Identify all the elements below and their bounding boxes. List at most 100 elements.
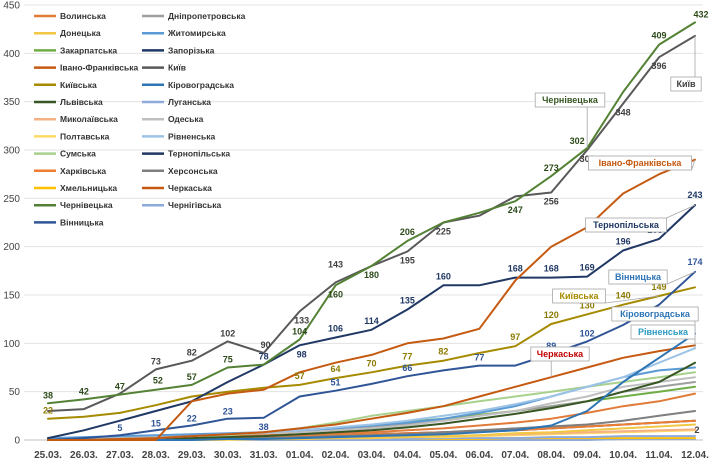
y-tick-label: 350 [3, 97, 20, 108]
x-tick-label: 05.04. [429, 450, 457, 461]
data-label: 180 [364, 270, 379, 280]
legend: Волинська Дніпропетровська Донецька Житомир… [34, 11, 246, 227]
data-label: 23 [223, 407, 233, 417]
y-tick-label: 200 [3, 242, 20, 253]
x-tick-label: 02.04. [322, 450, 350, 461]
data-label: 2 [694, 425, 699, 435]
callout-box [585, 217, 667, 233]
y-tick-label: 250 [3, 194, 20, 205]
callout-leader [605, 295, 660, 304]
data-label: 102 [220, 328, 235, 338]
x-tick-label: 11.04. [645, 450, 672, 461]
data-label: 15 [151, 418, 161, 428]
series-line-київська [47, 286, 696, 420]
data-label: 409 [652, 31, 667, 41]
x-tick-label: 26.03. [70, 450, 98, 461]
legend-label: Кіровоградська [168, 80, 234, 90]
callout-box [534, 92, 606, 108]
x-axis: 25.03. 26.03. 27.03. 28.03. 29.03. 30.03. 31.0… [34, 450, 709, 461]
data-label: 38 [43, 390, 53, 400]
x-tick-label: 04.04. [394, 450, 422, 461]
data-label: 247 [508, 205, 523, 215]
legend-label: Миколаївська [60, 114, 118, 124]
series-lines [47, 21, 696, 441]
x-tick-label: 10.04. [609, 450, 637, 461]
x-tick-label: 03.04. [358, 450, 386, 461]
callout-box [608, 269, 668, 285]
series-line-чернівецька [47, 21, 696, 405]
series-line-черкаська [47, 344, 696, 441]
callout-leader [666, 204, 696, 219]
series-callouts: Чернівецька Київ Івано-Франківська Тернопіл… [530, 35, 702, 378]
data-label: 73 [151, 356, 161, 366]
legend-label: Сумська [60, 149, 96, 159]
data-label: 135 [400, 296, 415, 306]
callout-box [530, 346, 590, 362]
callout-box [630, 324, 696, 340]
data-label: 89 [546, 341, 556, 351]
legend-label: Івано-Франківська [60, 63, 139, 73]
callout-box [670, 76, 702, 92]
legend-label: Чернівецька [60, 200, 113, 210]
data-label: 256 [544, 197, 559, 207]
legend-label: Чернігівська [168, 200, 222, 210]
callout-label: Вінницька [615, 272, 662, 282]
data-label: 143 [328, 259, 343, 269]
callout-label: Черкаська [537, 349, 584, 359]
callout-label: Кіровоградська [620, 309, 691, 319]
legend-label: Рівненська [168, 131, 215, 141]
data-label: 104 [292, 326, 307, 336]
legend-label: Черкаська [168, 183, 212, 193]
legend-label: Вінницька [60, 217, 104, 227]
x-tick-label: 25.03. [34, 450, 62, 461]
callout-label: Івано-Франківська [599, 158, 683, 168]
data-label: 98 [297, 349, 307, 359]
x-tick-label: 29.03. [178, 450, 206, 461]
data-label: 22 [43, 406, 53, 416]
data-label: 51 [331, 378, 341, 388]
callout-box [552, 288, 606, 304]
y-tick-label: 150 [3, 291, 20, 302]
callout-leader [691, 159, 696, 171]
data-label: 38 [259, 422, 269, 432]
data-label: 149 [652, 282, 667, 292]
data-label: 168 [544, 264, 559, 274]
data-label: 47 [115, 382, 125, 392]
x-tick-label: 07.04. [501, 450, 529, 461]
y-tick-label: 400 [3, 49, 20, 60]
callout-label: Київ [676, 79, 696, 89]
data-label: 120 [544, 310, 559, 320]
data-label: 106 [328, 324, 343, 334]
legend-label: Одеська [168, 114, 204, 124]
data-label: 82 [438, 347, 448, 357]
data-label: 302 [570, 136, 585, 146]
x-tick-label: 06.04. [465, 450, 493, 461]
data-label: 168 [508, 264, 523, 274]
series-line-тернопільська [47, 204, 696, 440]
x-tick-label: 08.04. [537, 450, 565, 461]
data-label: 64 [331, 364, 341, 374]
data-label: 160 [436, 271, 451, 281]
data-label: 195 [400, 256, 415, 266]
data-label: 174 [687, 257, 702, 267]
data-label: 42 [79, 386, 89, 396]
x-tick-label: 28.03. [142, 450, 170, 461]
data-label: 243 [687, 190, 702, 200]
data-label: 90 [261, 340, 271, 350]
data-label: 82 [187, 348, 197, 358]
data-label: 432 [693, 9, 708, 19]
data-label: 52 [153, 376, 163, 386]
legend-label: Хмельницька [60, 183, 117, 193]
data-label: 140 [616, 291, 631, 301]
data-label: 57 [187, 372, 197, 382]
x-tick-label: 12.04. [681, 450, 709, 461]
legend-label: Волинська [60, 11, 106, 21]
callout-leader [667, 271, 696, 285]
callout-box [588, 155, 693, 171]
data-label: 348 [616, 108, 631, 118]
callout-label: Чернівецька [542, 95, 599, 105]
y-tick-label: 100 [3, 339, 20, 350]
y-tick-label: 450 [3, 1, 20, 12]
x-tick-label: 01.04. [286, 450, 314, 461]
x-tick-label: 31.03. [250, 450, 278, 461]
